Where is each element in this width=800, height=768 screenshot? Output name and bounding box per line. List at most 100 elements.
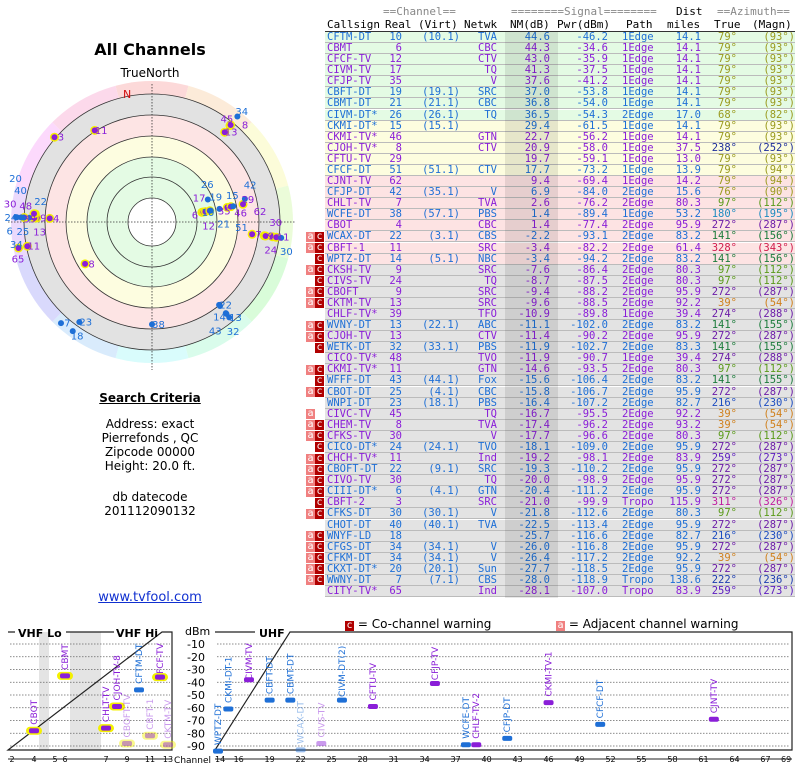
azimuth-magnetic-cell: (252°) — [757, 141, 795, 154]
tvfool-link[interactable]: www.tvfool.com — [98, 590, 202, 605]
table-row[interactable]: CFKS-DT 30 (30.1) V -21.8 -112.6 2Edge 80.3 97° (… — [325, 508, 795, 520]
table-row[interactable]: WCFE-DT 38 (57.1) PBS 1.4 -89.4 1Edge 53.2 180° (… — [325, 208, 795, 221]
table-row[interactable]: CIVM-TV 17 TQ 41.3 -37.5 1Edge 14.1 79° (93°) — [325, 65, 795, 77]
real-channel-cell: 10 — [389, 31, 402, 43]
table-row[interactable]: CJOH-TV* 8 CTV 20.9 -58.0 1Edge 37.5 238° (252°) — [325, 141, 795, 154]
table-row[interactable]: CFTU-TV 29 19.7 -59.1 1Edge 13.0 79° (93°) — [325, 153, 795, 165]
table-row[interactable]: CFKS-TV 30 V -17.7 -96.6 2Edge 80.3 97° (112°) — [325, 430, 795, 442]
table-row[interactable]: CFJP-DT 42 (35.1) V 6.9 -84.0 2Edge 15.6 76° (90°… — [325, 186, 795, 199]
table-row[interactable]: CBOFT-DT 22 (9.1) SRC -19.3 -110.2 2Edge 95.9 27… — [325, 464, 795, 476]
station-channel-label: 9 — [268, 231, 274, 242]
azimuth-true-cell: 259° — [711, 452, 737, 465]
table-row[interactable]: WNPI-DT 23 (18.1) PBS -16.4 -107.2 2Edge 82.7 21… — [325, 397, 795, 409]
table-row[interactable]: CIVO-TV 30 TQ -20.0 -98.9 2Edge 95.9 272° (287°) — [325, 475, 795, 487]
distance-cell: 95.9 — [675, 219, 701, 232]
path-cell: 2Edge — [622, 540, 654, 553]
virtual-channel-cell: (10.1) — [422, 31, 460, 43]
table-row[interactable]: CJNT-TV 62 9.4 -69.4 1Edge 14.2 79° (94°) — [325, 176, 795, 188]
path-cell: 2Edge — [622, 363, 654, 376]
station-channel-label: 6 — [6, 226, 12, 237]
table-row[interactable]: CFTM-DT 10 (10.1) TVA 44.6 -46.2 1Edge 14.1 79° (… — [325, 32, 795, 43]
station-marker — [57, 320, 64, 327]
table-row[interactable]: CKMI-TV* 46 GTN 22.7 -56.2 1Edge 14.1 79° (93°) — [325, 130, 795, 143]
table-row[interactable]: CKSH-TV 9 SRC -7.6 -86.4 2Edge 80.3 97° (112°) — [325, 264, 795, 276]
azimuth-magnetic-cell: (155°) — [757, 341, 795, 354]
table-row[interactable]: CFJP-TV 35 V 37.6 -41.2 1Edge 14.1 79° (93°) — [325, 76, 795, 88]
network-cell — [462, 121, 497, 132]
table-row[interactable]: CICO-DT* 24 (24.1) TVO -18.1 -109.0 2Edge 95.9 2… — [325, 440, 795, 453]
north-marker: N — [123, 88, 131, 101]
point-label: WCFE-DT — [462, 697, 472, 739]
adjacent-warning-badge: a — [306, 563, 315, 575]
table-row[interactable]: CIVM-DT* 26 (26.1) TQ 36.5 -54.3 2Edge 17.0 68° (… — [325, 108, 795, 121]
table-row[interactable]: CKMI-TV* 11 GTN -14.6 -93.5 2Edge 80.3 97° (112°… — [325, 363, 795, 376]
table-row[interactable]: CFGS-DT 34 (34.1) V -26.0 -116.8 2Edge 95.9 272°… — [325, 540, 795, 553]
table-row[interactable]: CHLT-TV 7 TVA 2.6 -76.2 2Edge 80.3 97° (112°) — [325, 197, 795, 210]
virtual-channel-cell — [404, 54, 460, 65]
azimuth-true-cell: 39° — [718, 296, 737, 309]
real-channel-cell: 7 — [395, 197, 402, 210]
table-row[interactable]: CHOT-DT 40 (40.1) TVA -22.5 -113.4 2Edge 95.9 27… — [325, 519, 795, 531]
table-row[interactable]: WWNY-DT 7 (7.1) CBS -28.0 -118.9 Tropo 138.6 222… — [325, 573, 795, 586]
station-channel-label: 30 — [269, 218, 282, 229]
table-row[interactable]: CHCH-TV* 11 Ind -19.2 -98.1 2Edge 83.9 259° (273… — [325, 452, 795, 465]
table-row[interactable]: WFFF-DT 43 (44.1) Fox -15.6 -106.4 2Edge 83.2 14… — [325, 375, 795, 387]
co-channel-warning-badge: c — [315, 474, 324, 486]
table-row[interactable]: CFKM-DT 34 (34.1) V -26.4 -117.2 2Edge 92.2 39° (… — [325, 551, 795, 564]
real-channel-cell: 11 — [389, 363, 402, 376]
table-row[interactable]: CICO-TV* 48 TVO -11.9 -90.7 1Edge 39.4 274° (288… — [325, 352, 795, 365]
real-channel-cell: 24 — [389, 274, 402, 287]
table-row[interactable]: CKTM-TV 13 SRC -9.6 -88.5 2Edge 92.2 39° (54°) — [325, 296, 795, 309]
callsign-cell: CIVM-DT* — [327, 108, 378, 121]
table-row[interactable]: CITY-TV* 65 Ind -28.1 -107.0 Tropo 83.9 259° (27… — [325, 586, 795, 597]
table-row[interactable]: CFCF-TV 12 CTV 43.0 -35.9 1Edge 14.1 79° (93°) — [325, 54, 795, 66]
station-marker — [46, 215, 53, 222]
real-channel-cell: 34 — [389, 540, 402, 553]
power-cell: -93.1 — [576, 230, 608, 243]
path-cell: 2Edge — [622, 551, 654, 564]
virtual-channel-cell — [404, 531, 460, 542]
co-channel-warning-badge: c — [315, 341, 324, 353]
table-row[interactable]: CJOH-TV 13 CTV -11.4 -90.2 2Edge 95.9 272° (287°… — [325, 330, 795, 343]
table-row[interactable]: CIVC-TV 45 TQ -16.7 -95.5 2Edge 92.2 39° (54°) — [325, 408, 795, 420]
table-row[interactable]: WETK-DT 32 (33.1) PBS -11.9 -102.7 2Edge 83.3 14… — [325, 341, 795, 354]
azimuth-magnetic-cell: (93°) — [763, 130, 795, 143]
table-row[interactable]: WNYF-LD 18 -25.7 -116.6 2Edge 82.7 216° (230°) — [325, 530, 795, 542]
real-channel-cell: 6 — [395, 485, 402, 498]
callsign-cell: CICO-TV* — [327, 352, 378, 365]
table-row[interactable]: CBOT 4 CBC 1.4 -77.4 2Edge 95.9 272° (287°) — [325, 219, 795, 232]
table-row[interactable]: CKMI-DT* 15 (15.1) 29.4 -61.5 1Edge 14.1 79° (93… — [325, 120, 795, 132]
table-row[interactable]: CBFT-DT 19 (19.1) SRC 37.0 -53.8 1Edge 14.1 79° (… — [325, 86, 795, 99]
co-channel-warning-badge: c — [315, 286, 324, 298]
virtual-channel-cell: (24.1) — [422, 440, 460, 453]
table-row[interactable]: CKXT-DT* 20 (20.1) Sun -27.7 -118.5 2Edge 95.9 2… — [325, 563, 795, 575]
distance-cell: 93.2 — [675, 418, 701, 431]
table-row[interactable]: CIII-DT* 6 (4.1) GTN -20.4 -111.2 2Edge 95.9 272… — [325, 485, 795, 498]
azimuth-magnetic-cell: (287°) — [757, 330, 795, 343]
callsign-cell: WWNY-DT — [327, 573, 372, 586]
nm-cell: 6.9 — [531, 186, 550, 199]
table-row[interactable]: CBOFT 9 SRC -9.4 -88.2 2Edge 95.9 272° (287°) — [325, 286, 795, 298]
table-row[interactable]: CHEM-TV 8 TVA -17.4 -96.2 2Edge 93.2 39° (54°) — [325, 418, 795, 431]
table-row[interactable]: WCAX-DT 22 (3.1) CBS -2.2 -93.1 2Edge 83.2 141° (… — [325, 230, 795, 243]
table-row[interactable]: CHLF-TV* 39 TFO -10.9 -89.8 1Edge 39.4 274° (288… — [325, 309, 795, 320]
network-cell: CBC — [478, 42, 497, 55]
adjacent-warning-badge: a — [306, 452, 315, 464]
table-row[interactable]: CFCF-DT 51 (51.1) CTV 17.7 -73.2 1Edge 13.9 79° (… — [325, 163, 795, 176]
table-row[interactable]: CBFT-1 11 SRC -3.4 -82.2 2Edge 61.4 328° (343°) — [325, 241, 795, 254]
station-channel-label: 11 — [95, 126, 108, 137]
table-row[interactable]: CBFT-2 3 SRC -21.0 -99.9 Tropo 115.9 311° (326°) — [325, 497, 795, 509]
azimuth-true-cell: 79° — [718, 163, 737, 176]
table-row[interactable]: CIVS-TV 24 TQ -8.7 -87.5 2Edge 80.3 97° (112°) — [325, 274, 795, 287]
azimuth-true-cell: 79° — [718, 86, 737, 99]
power-cell: -89.4 — [576, 208, 608, 221]
power-cell: -82.2 — [576, 241, 608, 254]
path-cell: 2Edge — [622, 197, 654, 210]
adjacent-warning-badge: a — [306, 330, 315, 342]
virtual-channel-cell — [404, 243, 460, 254]
table-row[interactable]: CBOT-DT 25 (4.1) CBC -15.8 -106.7 2Edge 95.9 272… — [325, 386, 795, 398]
table-row[interactable]: CBMT 6 CBC 44.3 -34.6 1Edge 14.1 79° (93°) — [325, 42, 795, 55]
table-row[interactable]: WVNY-DT 13 (22.1) ABC -11.1 -102.0 2Edge 83.2 14… — [325, 320, 795, 332]
table-row[interactable]: CBMT-DT 21 (21.1) CBC 36.8 -54.0 1Edge 14.1 79° (… — [325, 98, 795, 110]
table-row[interactable]: WPTZ-DT 14 (5.1) NBC -3.4 -94.2 2Edge 83.2 141° (… — [325, 253, 795, 265]
